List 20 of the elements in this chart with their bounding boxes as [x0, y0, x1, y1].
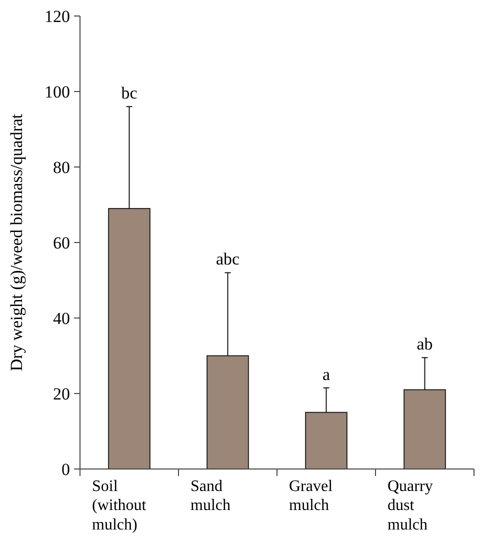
bar: [404, 389, 446, 470]
x-tick-label: Quarry dust mulch: [388, 478, 433, 534]
y-tick-label: 100: [44, 82, 70, 102]
annotation: ab: [416, 334, 433, 354]
y-tick-label: 80: [53, 158, 70, 177]
annotation: bc: [121, 84, 138, 103]
y-tick-label: 120: [44, 6, 70, 26]
annotation: a: [322, 364, 330, 384]
bar: [108, 208, 150, 470]
y-tick-label: 0: [62, 460, 70, 479]
x-tick-label: Sand mulch: [190, 478, 230, 514]
y-tick-label: 60: [53, 233, 70, 252]
annotation: abc: [216, 250, 240, 269]
x-tick-label: Soil (without mulch): [92, 478, 147, 534]
bar: [305, 412, 348, 470]
y-tick-label: 40: [53, 308, 70, 328]
x-tick-label: Gravel mulch: [289, 478, 334, 514]
bar: [206, 355, 249, 470]
y-tick-label: 20: [53, 384, 70, 404]
y-axis-title: Dry weight (g)/weed biomass/quadrat: [7, 114, 26, 372]
